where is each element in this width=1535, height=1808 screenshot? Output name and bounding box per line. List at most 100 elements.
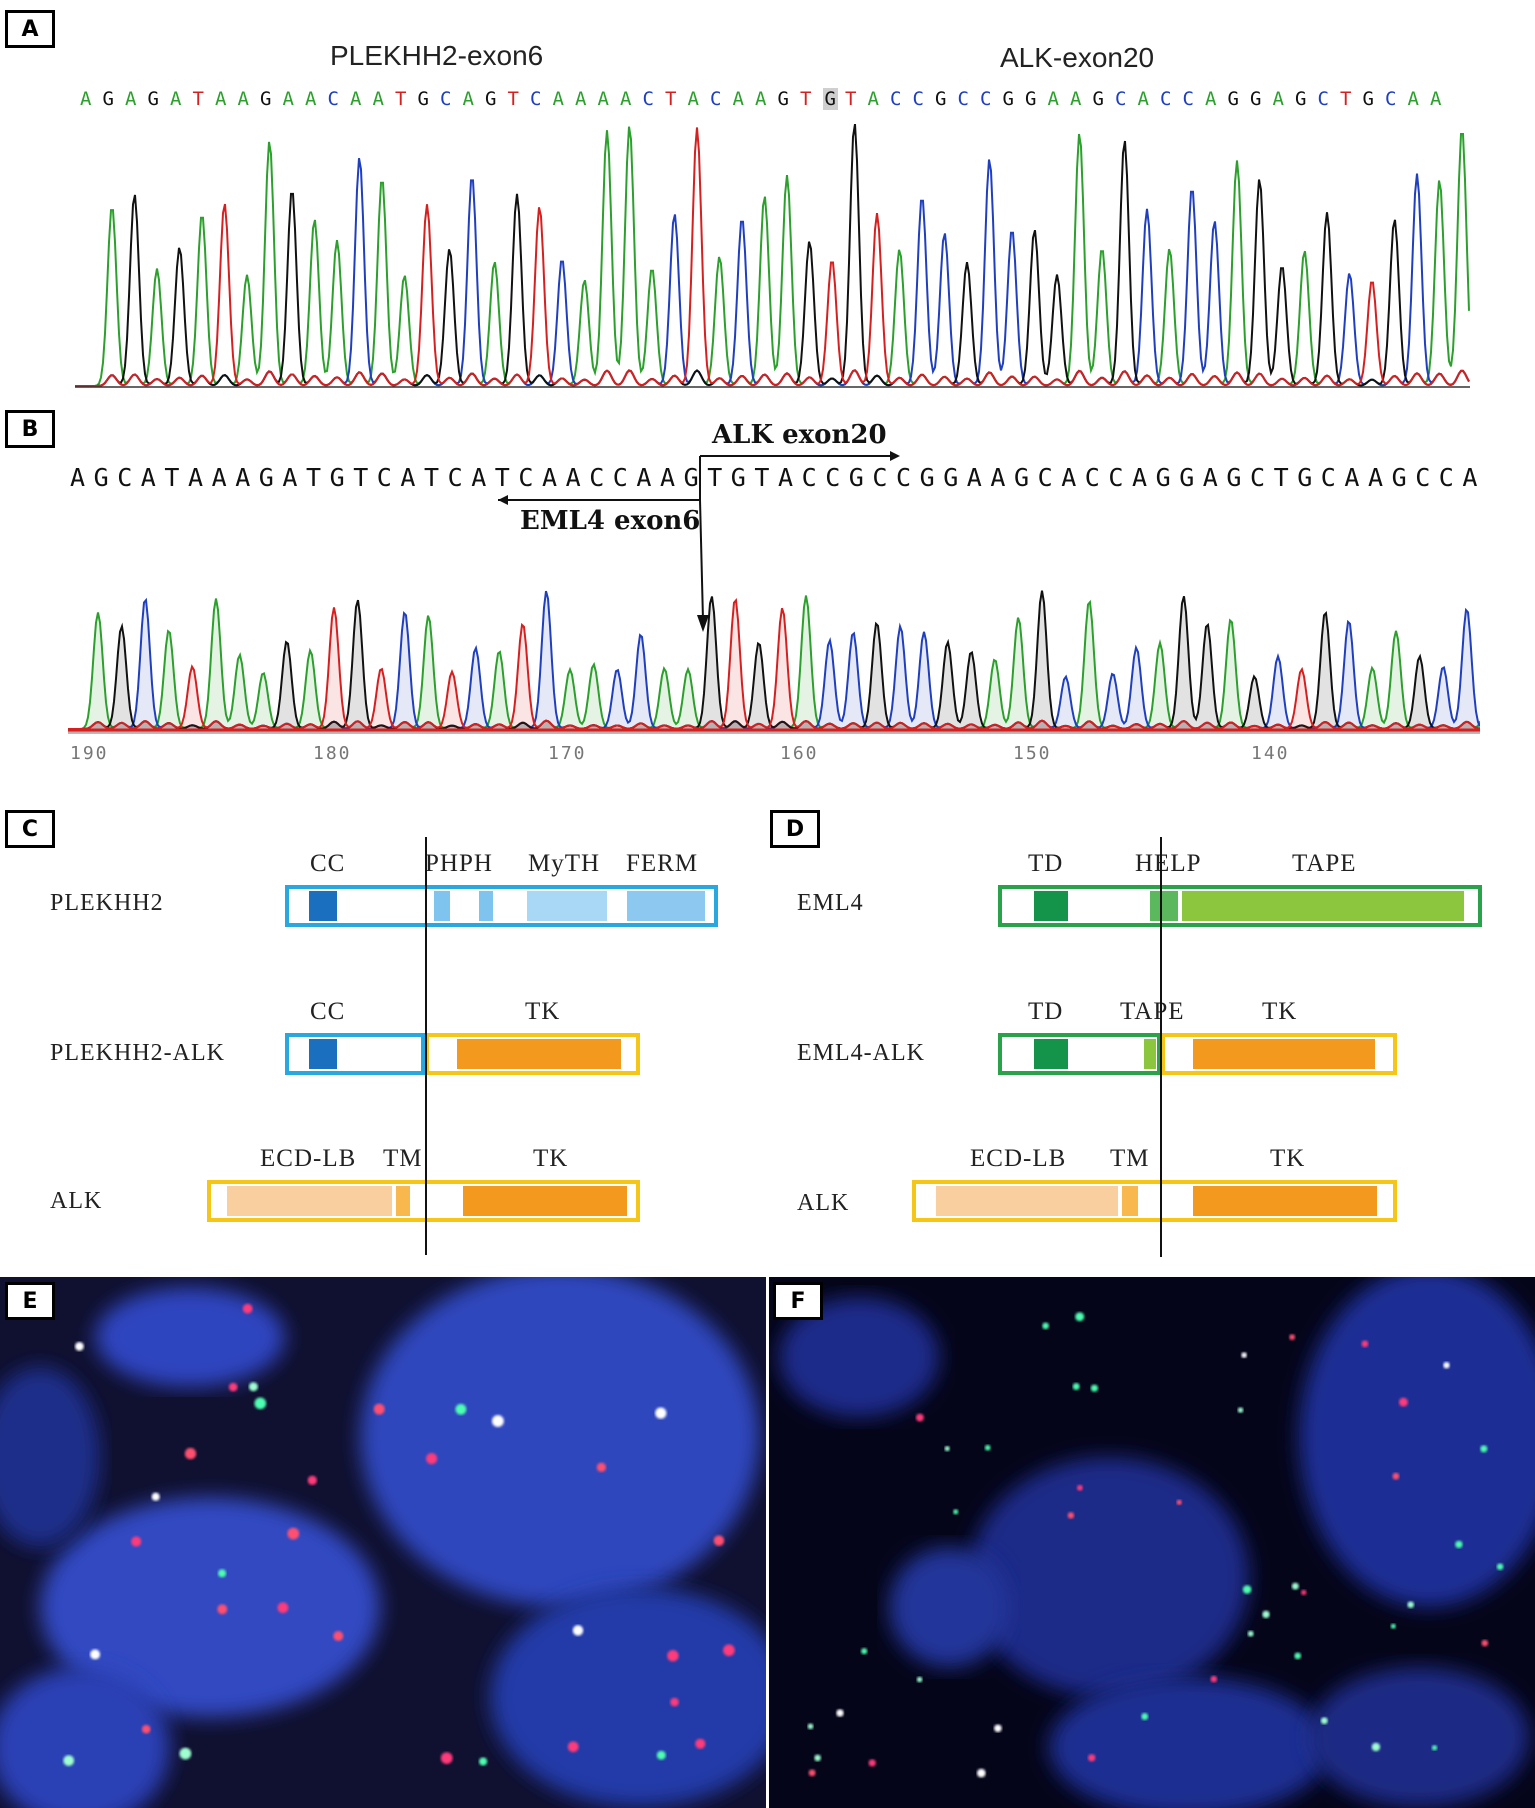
- fish-signal: [1076, 1484, 1083, 1491]
- fish-signal: [248, 1382, 258, 1392]
- phph-domain-1: [434, 891, 450, 921]
- domain-label-help: HELP: [1135, 850, 1202, 877]
- base: A: [400, 463, 416, 492]
- base: C: [440, 88, 452, 110]
- fish-signal: [1291, 1582, 1299, 1590]
- axis-tick-label: 140: [1251, 743, 1290, 764]
- base: T: [1340, 88, 1352, 110]
- base: A: [1462, 463, 1478, 492]
- fish-signal: [440, 1752, 453, 1765]
- base: C: [612, 463, 628, 492]
- base: C: [117, 463, 133, 492]
- base: G: [102, 88, 114, 110]
- fish-signal: [1392, 1472, 1400, 1480]
- base: A: [1202, 463, 1218, 492]
- fish-signal: [1075, 1312, 1085, 1322]
- tk-domain: [1193, 1039, 1375, 1069]
- base: C: [957, 88, 969, 110]
- base: A: [1272, 88, 1284, 110]
- fish-signal: [242, 1303, 253, 1314]
- fish-signal: [1455, 1540, 1463, 1549]
- base: G: [1391, 463, 1407, 492]
- base: T: [353, 463, 369, 492]
- panel-f-fish-image: [769, 1277, 1535, 1808]
- base: G: [848, 463, 864, 492]
- base: A: [282, 88, 294, 110]
- panel-e-fish-image: [0, 1277, 766, 1808]
- base: C: [1320, 463, 1336, 492]
- domain-label-tk: TK: [533, 1145, 569, 1172]
- panel-b-chromatogram: [68, 590, 1480, 733]
- domain-label-tk: TK: [1270, 1145, 1306, 1172]
- fish-signal: [807, 1723, 814, 1730]
- base: T: [192, 88, 204, 110]
- base: A: [1407, 88, 1419, 110]
- fish-signal: [254, 1397, 267, 1410]
- axis-tick-label: 150: [1013, 743, 1052, 764]
- fish-signal: [1361, 1340, 1369, 1348]
- panel-b-breakpoint-arrows: [498, 451, 900, 632]
- fish-signal: [426, 1453, 438, 1465]
- base: G: [1155, 463, 1171, 492]
- axis-tick-label: 170: [548, 743, 587, 764]
- base: A: [188, 463, 204, 492]
- fish-signal: [567, 1741, 579, 1753]
- nucleus: [1309, 1667, 1529, 1807]
- base: G: [1226, 463, 1242, 492]
- domain-label-myth: MyTH: [528, 850, 601, 877]
- base: A: [1047, 88, 1059, 110]
- base: A: [565, 463, 581, 492]
- base: C: [1084, 463, 1100, 492]
- base: A: [235, 463, 251, 492]
- fish-signal: [277, 1602, 289, 1614]
- fish-signal: [915, 1413, 924, 1422]
- fish-signal: [994, 1724, 1002, 1733]
- fish-signal: [74, 1341, 84, 1351]
- ecd-lb-domain: [227, 1186, 392, 1216]
- base: C: [530, 88, 542, 110]
- myth-domain: [527, 891, 607, 921]
- domain-label-tape: TAPE: [1120, 998, 1185, 1025]
- base: T: [845, 88, 857, 110]
- fish-signal: [1042, 1322, 1049, 1330]
- fish-signal: [1398, 1397, 1408, 1407]
- base: C: [1182, 88, 1194, 110]
- panel-f-label: F: [773, 1282, 823, 1320]
- breakpoint-base: G: [822, 88, 838, 110]
- fish-signal: [953, 1509, 959, 1515]
- fish-signal: [1294, 1652, 1302, 1660]
- fish-signal: [976, 1768, 986, 1778]
- eml4-alk-alk-part: [1161, 1033, 1397, 1075]
- fish-signal: [1176, 1499, 1182, 1505]
- nucleus: [490, 1587, 766, 1807]
- alk-protein-bar: [207, 1180, 640, 1222]
- nucleus: [360, 1277, 760, 1607]
- base: A: [755, 88, 767, 110]
- domain-label-cc: CC: [310, 850, 346, 877]
- plekhh2-protein-bar: [285, 885, 718, 927]
- fish-signal: [333, 1630, 344, 1642]
- base: G: [1362, 88, 1374, 110]
- domain-label-tm: TM: [1110, 1145, 1150, 1172]
- fish-signal: [228, 1382, 238, 1392]
- base: T: [800, 88, 812, 110]
- fish-signal: [1067, 1512, 1075, 1519]
- fish-signal: [1390, 1623, 1396, 1629]
- base: G: [260, 88, 272, 110]
- base: A: [462, 88, 474, 110]
- base: G: [730, 463, 746, 492]
- base: A: [1137, 88, 1149, 110]
- tk-domain: [463, 1186, 627, 1216]
- fish-signal: [1210, 1675, 1218, 1683]
- domain-label-cc: CC: [310, 998, 346, 1025]
- nucleus: [1299, 1277, 1535, 1607]
- tm-domain: [396, 1186, 410, 1216]
- fish-signal: [1371, 1742, 1381, 1752]
- base: G: [919, 463, 935, 492]
- base: G: [1227, 88, 1239, 110]
- base: C: [1115, 88, 1127, 110]
- panel-d-label: D: [770, 810, 820, 848]
- fish-signal: [1481, 1639, 1489, 1647]
- base: A: [990, 463, 1006, 492]
- base: A: [282, 463, 298, 492]
